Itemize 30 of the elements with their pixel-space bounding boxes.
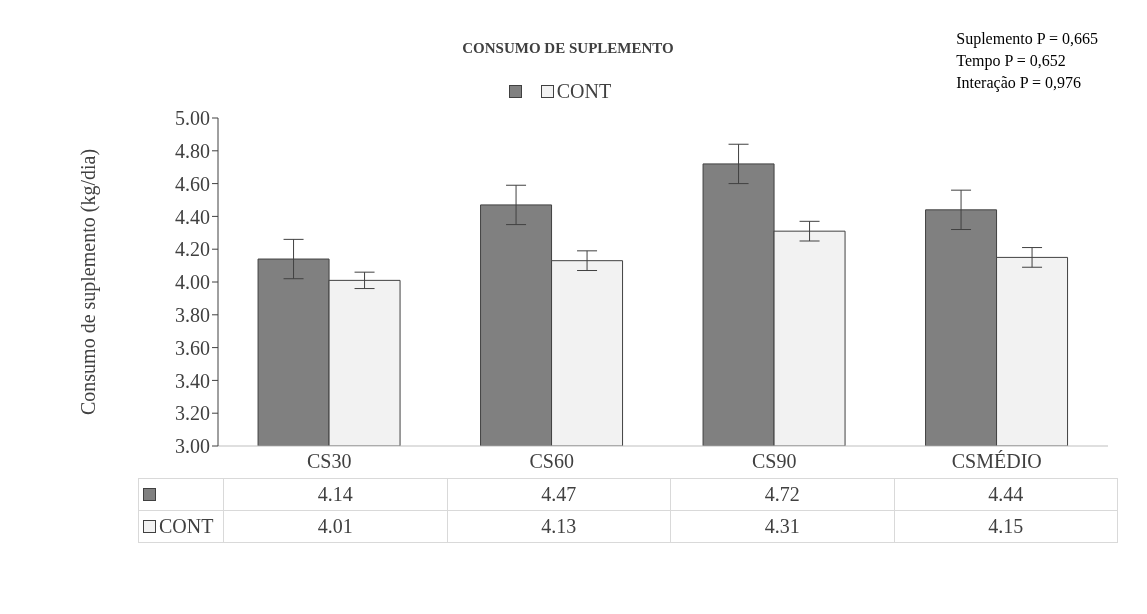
text: Suplemento P = 0,665 xyxy=(956,29,1098,50)
y-tick-label: 4.40 xyxy=(175,205,210,228)
data-label: 4.14 xyxy=(223,478,447,511)
y-tick-label: 3.40 xyxy=(175,369,210,392)
x-tick-label: CS60 xyxy=(529,450,574,473)
y-tick-label: 4.20 xyxy=(175,238,210,261)
y-tick-label: 4.00 xyxy=(175,271,210,294)
data-label: 4.13 xyxy=(447,510,671,543)
data-label: 4.01 xyxy=(223,510,447,543)
y-tick-label: 3.20 xyxy=(175,402,210,425)
text: CONT xyxy=(159,515,214,537)
y-tick-label: 3.80 xyxy=(175,303,210,326)
y-tick-label: 3.00 xyxy=(175,435,210,458)
x-tick-label: CSMÉDIO xyxy=(951,450,1042,473)
legend-label: CONT xyxy=(555,80,612,102)
data-label: 4.72 xyxy=(670,478,894,511)
data-label: 4.47 xyxy=(447,478,671,511)
y-tick-label: 3.60 xyxy=(175,336,210,359)
y-tick-label: 5.00 xyxy=(175,107,210,130)
data-label: 4.44 xyxy=(894,478,1118,511)
data-label: 4.15 xyxy=(894,510,1118,543)
chart-title: CONSUMO DE SUPLEMENTO xyxy=(462,40,674,56)
x-tick-label: CS30 xyxy=(307,450,352,473)
text: Interação P = 0,976 xyxy=(956,73,1083,94)
y-tick-label: 4.80 xyxy=(175,139,210,162)
y-axis-title: Consumo de suplemento (kg/dia) xyxy=(77,148,101,416)
data-label: 4.31 xyxy=(670,510,894,543)
y-tick-label: 4.60 xyxy=(175,172,210,195)
text: Tempo P = 0,652 xyxy=(956,51,1067,72)
x-tick-label: CS90 xyxy=(752,450,797,473)
